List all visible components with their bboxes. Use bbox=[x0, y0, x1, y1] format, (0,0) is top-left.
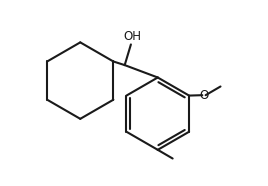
Text: OH: OH bbox=[123, 30, 141, 43]
Text: O: O bbox=[199, 89, 209, 102]
